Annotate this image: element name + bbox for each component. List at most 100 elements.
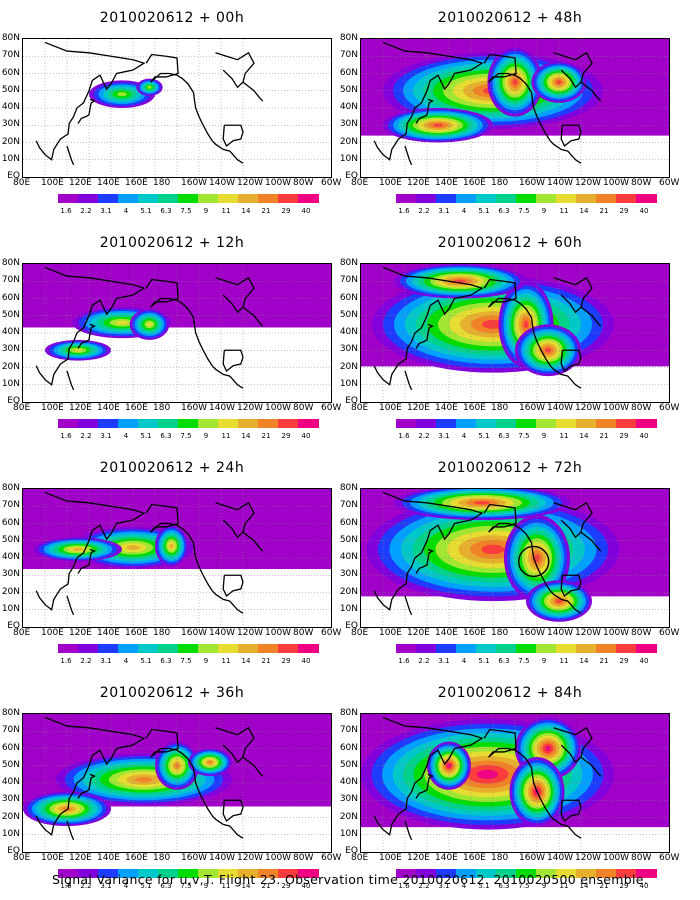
colorbar-tick-label: 21 [261,432,271,440]
colorbar-tick-label: 6.3 [160,657,172,665]
contour-fill [115,320,129,325]
map-panel: 2010020612 + 60h 80N 70N 60N 50N 40N 30N 20N 10N… [340,235,680,445]
colorbar-swatch [576,644,597,653]
colorbar-tick-label: 5.1 [478,432,490,440]
colorbar-tick-label: 2.2 [80,432,92,440]
colorbar-swatch [596,419,617,428]
lat-label: 40N [1,327,20,337]
colorbar-swatch [118,194,139,203]
map-panel: 2010020612 + 00h 80N 70N 60N 50N 40N 30N 20N 10N… [2,10,342,220]
colorbar-tick-label: 3.1 [438,207,450,215]
colorbar-swatch [138,644,159,653]
coastline [35,491,146,611]
colorbar-swatch [78,869,99,878]
colorbar-tick-label: 3.1 [438,432,450,440]
contour-fill [523,320,529,329]
colorbar-swatch [298,869,319,878]
coastline [373,41,484,161]
panel-title: 2010020612 + 48h [437,10,583,26]
lon-label: 120W [237,853,264,863]
contour-fill [207,760,213,764]
colorbar-swatch [58,869,79,878]
lon-label: 140E [435,853,458,863]
coastline [35,41,146,161]
colorbar-swatch [158,869,179,878]
colorbar-swatch [396,194,417,203]
colorbar-swatch [636,194,657,203]
colorbar-swatch [218,644,239,653]
colorbar-tick-label: 1.6 [398,432,410,440]
colorbar-tick-label: 11 [559,657,569,665]
colorbar-tick-label: 5.1 [140,432,152,440]
colorbar-swatch [178,644,199,653]
colorbar-tick-label: 40 [301,432,311,440]
lon-label: 80W [293,403,314,413]
colorbar-swatch [218,419,239,428]
lat-label: 30N [1,569,20,580]
colorbar-tick-label: 5.1 [140,882,152,890]
lat-label: 30N [339,119,358,130]
coastline [145,728,244,839]
lon-label: 120E [69,403,92,413]
lon-label: 80E [351,178,369,188]
lat-label: 70N [1,725,20,736]
colorbar-swatch [596,194,617,203]
colorbar-swatch [118,644,139,653]
lon-label: 160W [519,178,546,188]
colorbar-swatch [556,194,577,203]
lon-label: 60W [321,403,342,413]
lon-label: 160E [463,628,486,638]
colorbar-tick-label: 7.5 [180,882,192,890]
lat-label: EQ [345,396,358,406]
coastline [66,370,75,391]
contour-fill [476,769,499,779]
lat-label: 50N [1,759,20,770]
lon-label: 100E [41,853,64,863]
colorbar-tick-label: 14 [241,657,251,665]
lat-label: 20N [1,136,20,147]
colorbar-swatch [238,869,259,878]
lat-label: 80N [339,258,358,268]
colorbar-swatch [98,194,119,203]
lon-label: 80W [293,853,314,863]
colorbar-tick-label: 2.2 [80,882,92,890]
lat-label: 50N [339,759,358,770]
lon-label: 140E [97,853,120,863]
coastline [483,278,582,389]
colorbar-tick-label: 1.6 [60,657,72,665]
colorbar-swatch [258,869,279,878]
colorbar-swatch [278,869,299,878]
lat-label: EQ [345,171,358,181]
colorbar-tick-label: 9 [203,207,209,215]
lon-label: 180 [153,628,171,638]
variance-map [360,488,670,628]
lon-label: 80W [631,403,652,413]
lat-label: 50N [339,309,358,320]
colorbar-tick-label: 29 [281,207,291,215]
lat-label: 50N [339,534,358,545]
lat-label: 70N [1,50,20,61]
lon-label: 140E [435,178,458,188]
colorbar-swatch [616,869,637,878]
colorbar-swatch [416,644,437,653]
coastline [222,294,244,314]
colorbar-tick-label: 4 [461,432,467,440]
coastline [77,98,97,124]
coastline [77,773,97,799]
colorbar-tick-label: 1.6 [398,207,410,215]
colorbar-swatch [596,644,617,653]
colorbar-tick-label: 3.1 [100,882,112,890]
lon-label: 120E [69,853,92,863]
colorbar-swatch [138,419,159,428]
colorbar-tick-label: 1.6 [398,882,410,890]
colorbar-tick-label: 9 [203,882,209,890]
colorbar-swatch [178,419,199,428]
lon-label: 140W [547,403,574,413]
coastline [553,276,602,327]
lat-label: 10N [1,828,20,839]
lat-label: 10N [339,603,358,614]
coastline [415,773,435,799]
variance-map [360,38,670,178]
lat-label: 30N [339,569,358,580]
lon-label: 140W [209,178,236,188]
